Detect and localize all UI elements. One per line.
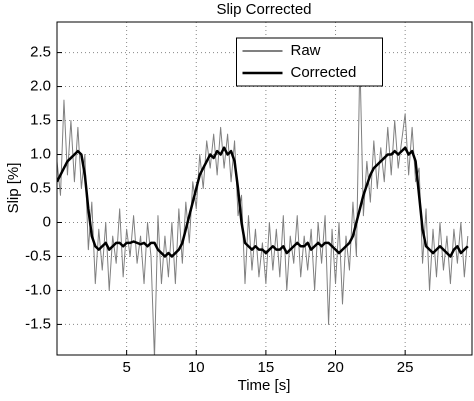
y-tick-label: 0	[43, 213, 51, 230]
legend-label: Raw	[291, 42, 321, 59]
x-tick-label: 15	[258, 359, 275, 376]
plot-lines	[57, 58, 469, 355]
series-line	[57, 146, 469, 258]
y-axis-label: Slip [%]	[5, 163, 22, 214]
x-tick-label: 10	[188, 359, 205, 376]
y-tick-label: 0.5	[30, 179, 51, 196]
y-tick-label: -0.5	[25, 247, 51, 264]
y-tick-label: 1.0	[30, 145, 51, 162]
plot-frame	[56, 21, 473, 356]
x-tick-label: 20	[327, 359, 344, 376]
y-tick-label: 2.0	[30, 78, 51, 95]
y-tick-label: 1.5	[30, 112, 51, 129]
y-tick-label: -1.5	[25, 315, 51, 332]
x-tick-label: 25	[397, 359, 414, 376]
x-axis-label: Time [s]	[238, 377, 291, 394]
series-line	[57, 58, 469, 355]
x-tick-label: 5	[122, 359, 130, 376]
y-tick-label: 2.5	[30, 44, 51, 61]
legend-box	[236, 37, 383, 87]
legend-label: Corrected	[291, 64, 357, 81]
chart-title: Slip Corrected	[216, 1, 311, 18]
y-tick-label: -1.0	[25, 281, 51, 298]
